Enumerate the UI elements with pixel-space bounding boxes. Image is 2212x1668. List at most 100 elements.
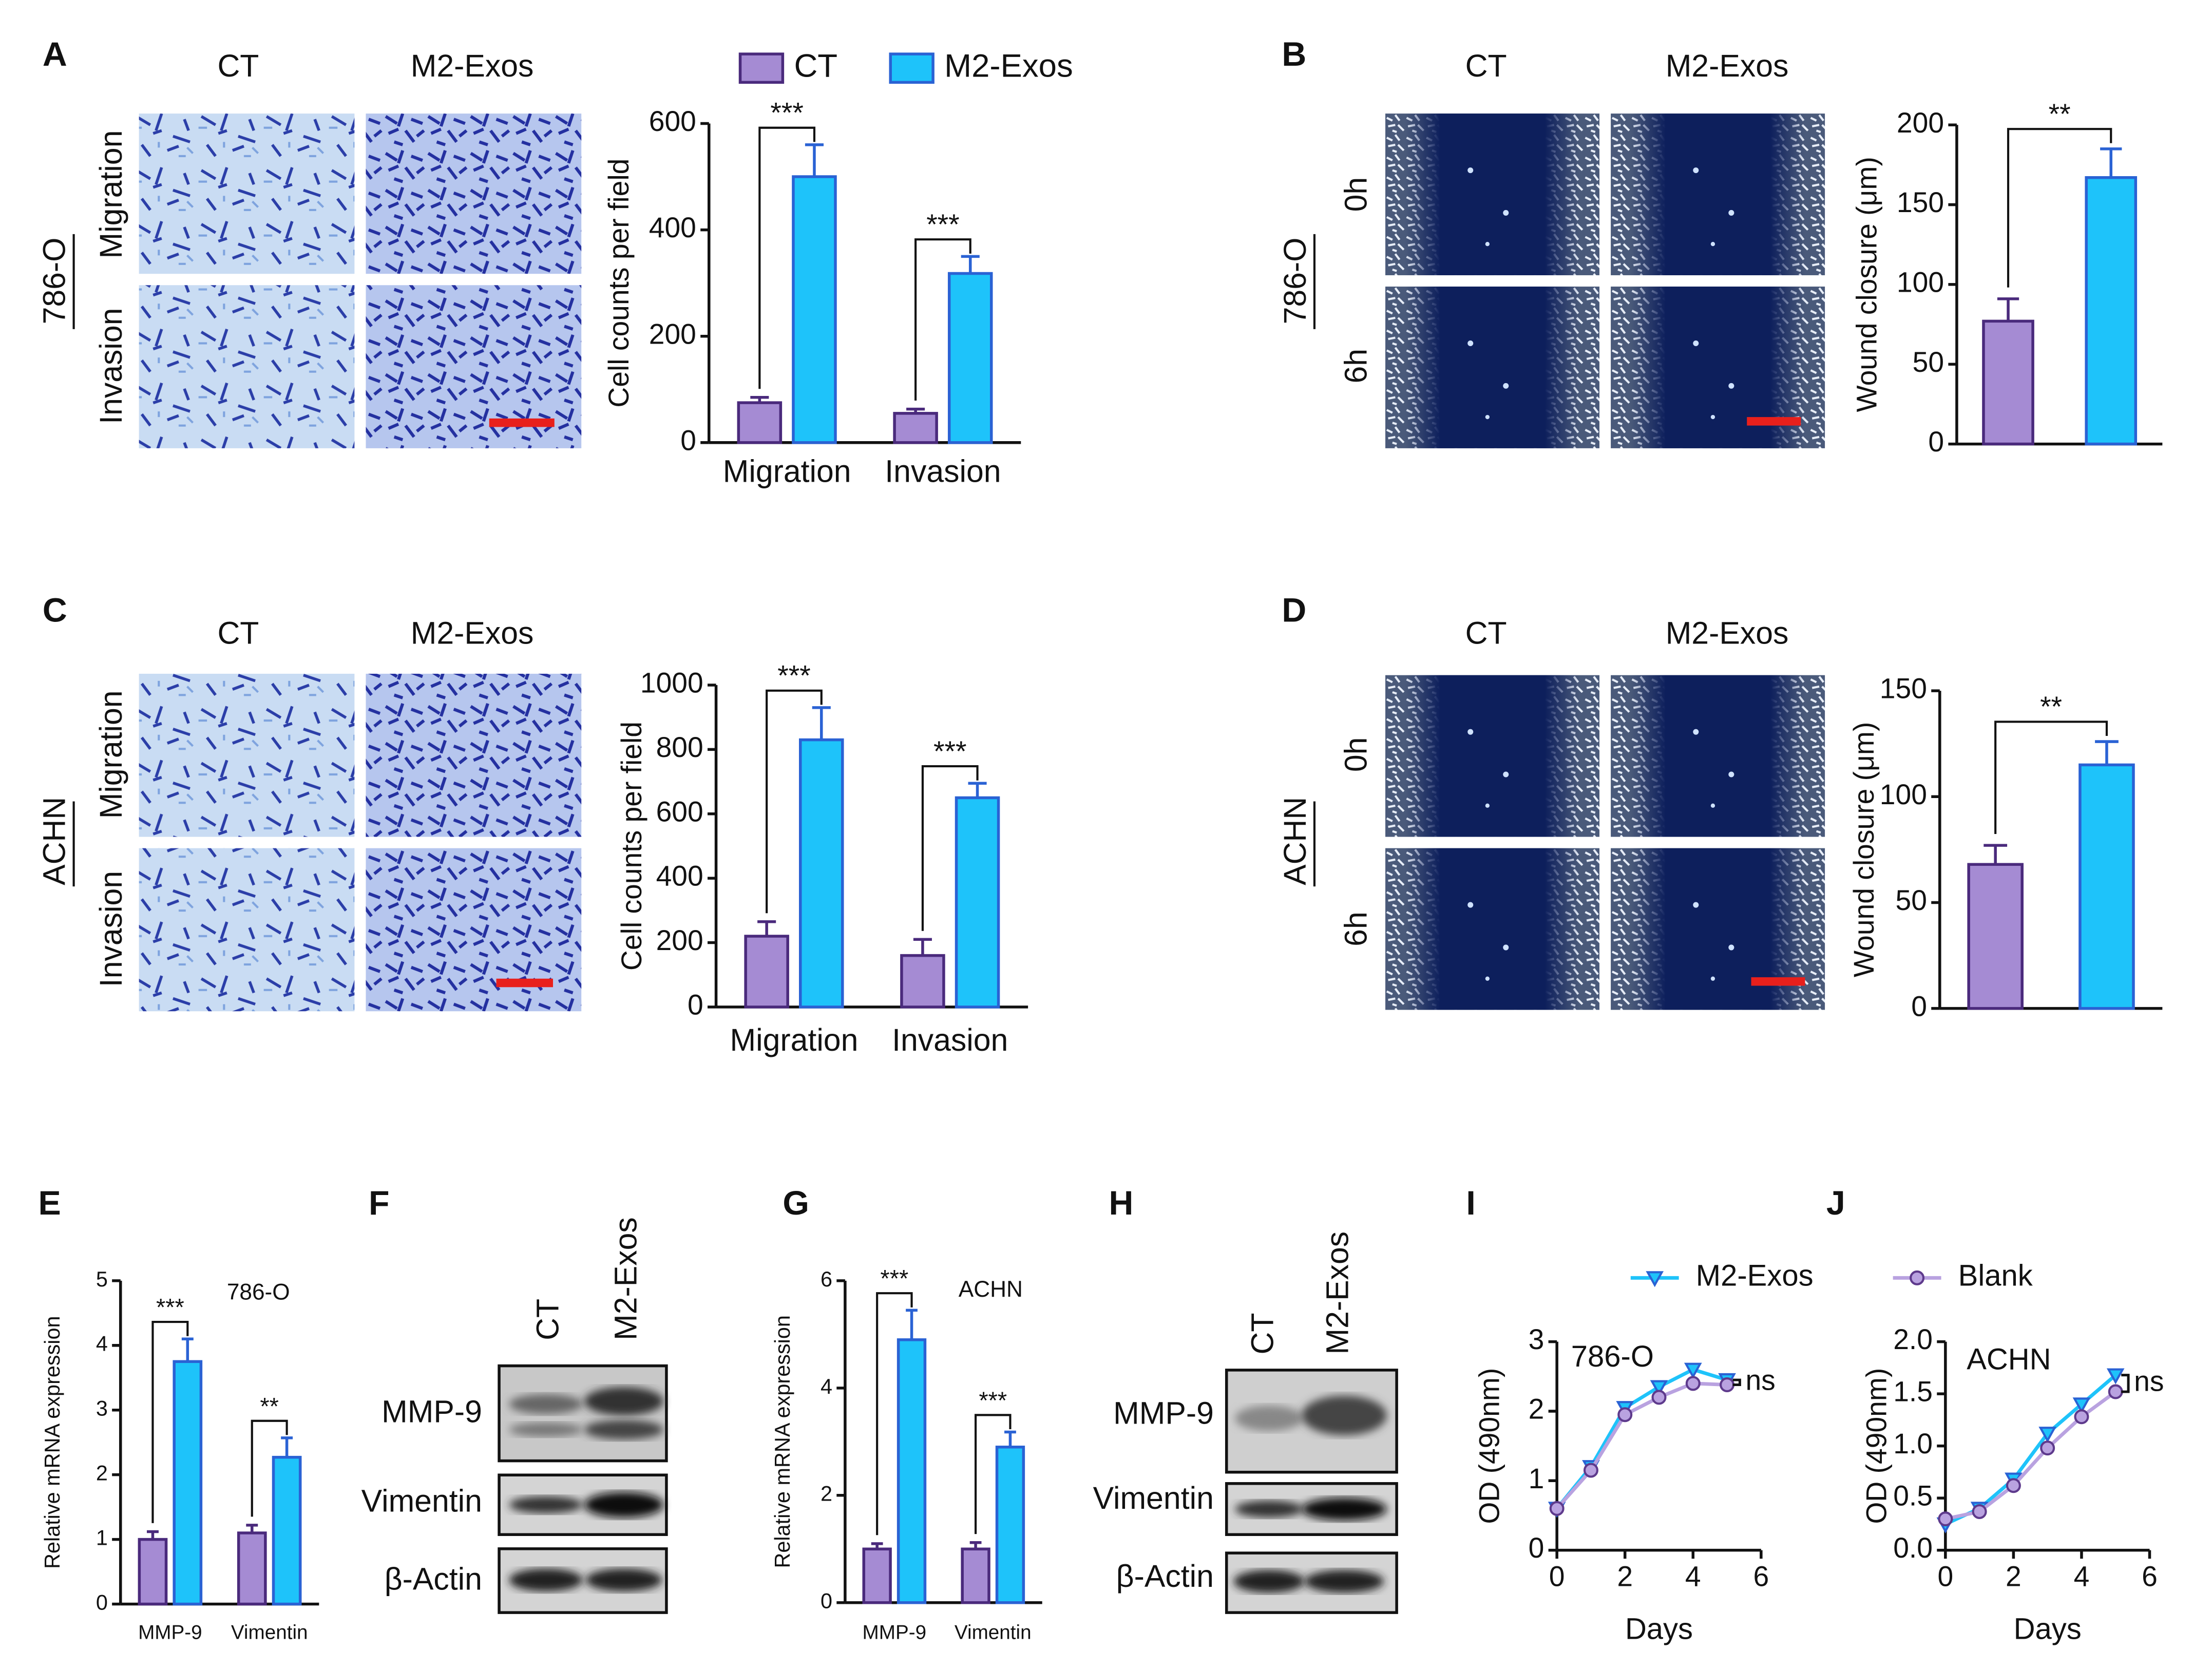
- error-bar: [812, 706, 831, 740]
- bar: [737, 401, 783, 444]
- bar: [961, 1547, 990, 1604]
- micrograph: [366, 673, 582, 837]
- x-tick-label: Vimentin: [955, 1622, 1032, 1644]
- y-tick-label: 1: [1529, 1463, 1544, 1494]
- y-tick-label: 400: [656, 860, 703, 892]
- row-label: 0h: [1339, 177, 1374, 212]
- marker: [2072, 1397, 2091, 1414]
- y-tick-label: 100: [1897, 266, 1944, 298]
- y-tick-label: 1: [96, 1526, 108, 1550]
- y-tick-label: 600: [649, 105, 696, 137]
- micrograph: [1385, 287, 1600, 448]
- y-tick-label: 200: [1897, 107, 1944, 139]
- column-label: CT: [1465, 48, 1507, 83]
- marker: [1651, 1390, 1667, 1405]
- y-tick-label: 100: [1880, 779, 1927, 810]
- scale-bar: [1747, 417, 1801, 426]
- significance-label: ***: [770, 97, 803, 128]
- y-tick-label: 0: [680, 424, 696, 456]
- annotation: 786-O: [1571, 1340, 1654, 1373]
- panel-letter: B: [1282, 35, 1306, 73]
- marker: [1684, 1362, 1702, 1379]
- x-tick-label: 2: [2006, 1560, 2022, 1592]
- significance-bracket: [758, 126, 816, 389]
- error-bar: [246, 1524, 258, 1533]
- bar: [744, 935, 789, 1009]
- column-label: CT: [1465, 615, 1507, 650]
- y-tick-label: 800: [656, 731, 703, 763]
- column-label: M2-Exos: [411, 615, 534, 650]
- marker: [1972, 1504, 1987, 1519]
- row-label: Vimentin: [1093, 1481, 1214, 1515]
- y-tick-label: 6: [821, 1267, 832, 1291]
- bar: [173, 1360, 203, 1606]
- error-bar: [1004, 1430, 1016, 1447]
- micrograph: [139, 848, 355, 1012]
- y-tick-label: 50: [1913, 346, 1944, 378]
- row-label: 6h: [1339, 912, 1374, 946]
- annotation: 786-O: [227, 1279, 290, 1304]
- cell-line-label: ACHN: [37, 797, 72, 885]
- y-tick-label: 400: [649, 212, 696, 243]
- error-bar: [906, 407, 925, 413]
- marker: [2108, 1384, 2123, 1399]
- scale-bar: [489, 418, 555, 427]
- y-tick-label: 0: [1529, 1532, 1544, 1564]
- marker: [1646, 1271, 1664, 1287]
- column-label: CT: [217, 615, 259, 650]
- error-bar: [969, 1541, 982, 1549]
- panel-letter: G: [783, 1184, 809, 1222]
- y-tick-label: 3: [1529, 1323, 1544, 1355]
- y-axis-label: OD (490nm): [1474, 1368, 1505, 1524]
- y-tick-label: 0.0: [1893, 1532, 1933, 1564]
- bar: [947, 272, 993, 444]
- line: [1555, 1381, 1727, 1510]
- legend-label: M2-Exos: [1696, 1260, 1814, 1293]
- bar: [955, 796, 1000, 1009]
- micrograph: [1611, 113, 1825, 275]
- marker: [1583, 1463, 1598, 1478]
- marker: [1549, 1501, 1565, 1516]
- panel-letter: F: [369, 1184, 389, 1222]
- bar: [1982, 319, 2034, 446]
- significance-bracket: [1994, 721, 2108, 835]
- column-label: CT: [1245, 1313, 1280, 1355]
- significance-label: ***: [933, 735, 966, 767]
- error-bar: [871, 1542, 883, 1549]
- x-tick-label: 6: [1753, 1560, 1769, 1592]
- micrograph: [366, 113, 582, 274]
- panel-letter: D: [1282, 592, 1306, 630]
- marker: [2006, 1478, 2021, 1493]
- y-tick-label: 0: [96, 1590, 108, 1614]
- y-tick-label: 150: [1897, 186, 1944, 218]
- row-label: MMP-9: [1113, 1395, 1214, 1430]
- column-label: M2-Exos: [1320, 1231, 1355, 1355]
- blot: [1225, 1369, 1398, 1614]
- bar: [862, 1547, 892, 1604]
- panel-letter: E: [39, 1184, 61, 1222]
- error-bar: [1997, 297, 2019, 321]
- error-bar: [913, 938, 932, 956]
- legend-swatch: [738, 52, 785, 84]
- significance-label: ***: [777, 660, 810, 692]
- row-label: Vimentin: [361, 1483, 482, 1518]
- significance-bracket: [251, 1419, 288, 1517]
- x-tick-label: Invasion: [885, 454, 1001, 489]
- micrograph: [139, 673, 355, 837]
- significance-label: ***: [156, 1294, 184, 1321]
- x-tick-label: Invasion: [892, 1022, 1008, 1057]
- significance-label: ***: [880, 1265, 908, 1292]
- marker: [2040, 1440, 2055, 1456]
- legend-label: Blank: [1958, 1260, 2033, 1293]
- row-label: β-Actin: [1116, 1559, 1214, 1594]
- bar: [237, 1531, 267, 1606]
- significance-bracket: [876, 1292, 913, 1536]
- bar: [897, 1338, 927, 1604]
- y-axis-label: Wound closure (μm): [1851, 157, 1882, 412]
- error-bar: [281, 1436, 293, 1457]
- error-bar: [2100, 147, 2122, 178]
- y-tick-label: 0: [1928, 426, 1944, 458]
- significance-bracket: [975, 1414, 1012, 1534]
- row-label: Migration: [93, 690, 128, 819]
- x-tick-label: 4: [1685, 1560, 1701, 1592]
